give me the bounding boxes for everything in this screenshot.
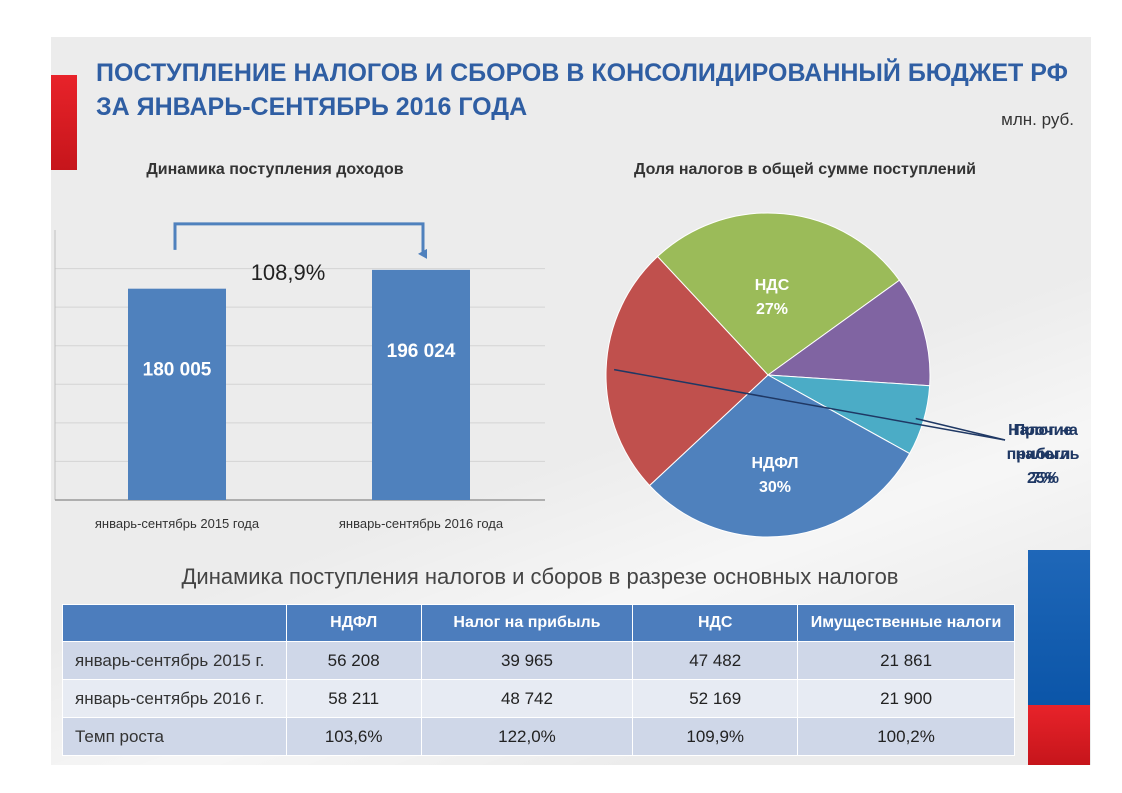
bar-value-label: 196 024 <box>387 341 456 362</box>
unit-label: млн. руб. <box>1001 110 1074 129</box>
table-cell: 39 965 <box>420 641 634 680</box>
pie-slice-1 <box>656 212 901 376</box>
table-header-row: НДФЛ Налог на прибыль НДС Имущественные … <box>62 604 1015 642</box>
x-tick-label: январь-сентябрь 2016 года <box>339 516 504 531</box>
table-row-label: январь-сентябрь 2016 г. <box>62 679 287 718</box>
pie-label-line: 7% <box>1031 470 1054 487</box>
pie-label-line: Налог на <box>1008 422 1078 439</box>
pie-slice-5 <box>605 255 769 487</box>
bar-value-label: 180 005 <box>143 360 212 381</box>
pie-slice-label: Налог на прибыль 25% <box>1007 422 1080 487</box>
pie-label-line: Прочие <box>1014 422 1073 439</box>
table-row: январь-сентябрь 2015 г. 56 208 39 965 47… <box>62 641 1015 680</box>
page-title: ПОСТУПЛЕНИЕ НАЛОГОВ И СБОРОВ В КОНСОЛИДИ… <box>96 56 1068 124</box>
pie-leader-line <box>613 368 1006 441</box>
bar-chart: 180 005 январь-сентябрь 2015 года 196 024 я… <box>54 222 545 531</box>
table-cell: 103,6% <box>285 717 422 756</box>
pie-slice-4 <box>648 374 911 538</box>
page-title-line-1: ПОСТУПЛЕНИЕ НАЛОГОВ И СБОРОВ В КОНСОЛИДИ… <box>96 59 1068 87</box>
table-cell: 21 900 <box>797 679 1015 718</box>
table-cell: 48 742 <box>420 679 634 718</box>
table-cell: 109,9% <box>632 717 799 756</box>
table-row: Темп роста 103,6% 122,0% 109,9% 100,2% <box>62 717 1015 756</box>
pie-slice-2 <box>766 279 931 387</box>
pie-label-line: 27% <box>756 301 788 318</box>
pie-label-line: налоги <box>1016 446 1071 463</box>
table-header-profit-tax: Налог на прибыль <box>420 604 634 642</box>
table-header-vat: НДС <box>632 604 799 642</box>
pie-label-line: 30% <box>759 479 791 496</box>
table-cell: 122,0% <box>420 717 634 756</box>
x-tick-label: январь-сентябрь 2015 года <box>95 516 260 531</box>
accent-bar-right-red <box>1028 705 1090 765</box>
pie-label-line: НДФЛ <box>751 455 798 472</box>
pie-label-line: 25% <box>1027 470 1059 487</box>
accent-bar-right-blue <box>1028 550 1090 705</box>
pie-slice-label: Прочие налоги 7% <box>1014 422 1073 487</box>
growth-arrow <box>173 222 427 259</box>
table-cell: 100,2% <box>797 717 1015 756</box>
table-header-ndfl: НДФЛ <box>285 604 422 642</box>
pie-label-line: прибыль <box>1007 446 1080 463</box>
table-cell: 56 208 <box>285 641 422 680</box>
pie-slice-label: НДФЛ 30% <box>751 455 798 496</box>
table-cell: 58 211 <box>285 679 422 718</box>
pie-chart-title: Доля налогов в общей сумме поступлений <box>633 161 977 178</box>
table-caption: Динамика поступления налогов и сборов в … <box>181 564 899 589</box>
bar-2 <box>372 269 470 500</box>
page-title-line-2: ЗА ЯНВАРЬ-СЕНТЯБРЬ 2016 ГОДА <box>96 93 528 121</box>
table-cell: 21 861 <box>797 641 1015 680</box>
table-row-label: январь-сентябрь 2015 г. <box>62 641 287 680</box>
tax-table: НДФЛ Налог на прибыль НДС Имущественные … <box>62 604 1015 756</box>
pie-leader-line <box>915 417 1006 441</box>
table-header-property-tax: Имущественные налоги <box>797 604 1015 642</box>
table-header-empty <box>62 604 287 642</box>
accent-bar-left <box>51 75 77 170</box>
bar-1 <box>128 288 226 500</box>
table-cell: 52 169 <box>632 679 799 718</box>
bar-chart-title: Динамика поступления доходов <box>146 161 404 178</box>
table-row-label: Темп роста <box>62 717 287 756</box>
pie-label-line: НДС <box>755 277 790 294</box>
growth-annotation: 108,9% <box>251 260 326 285</box>
pie-chart: НДС27%Имущественныеналоги11%Прочиеналоги… <box>605 212 1080 538</box>
table-cell: 47 482 <box>632 641 799 680</box>
table-row: январь-сентябрь 2016 г. 58 211 48 742 52… <box>62 679 1015 718</box>
pie-slice-label: НДС 27% <box>755 277 790 318</box>
